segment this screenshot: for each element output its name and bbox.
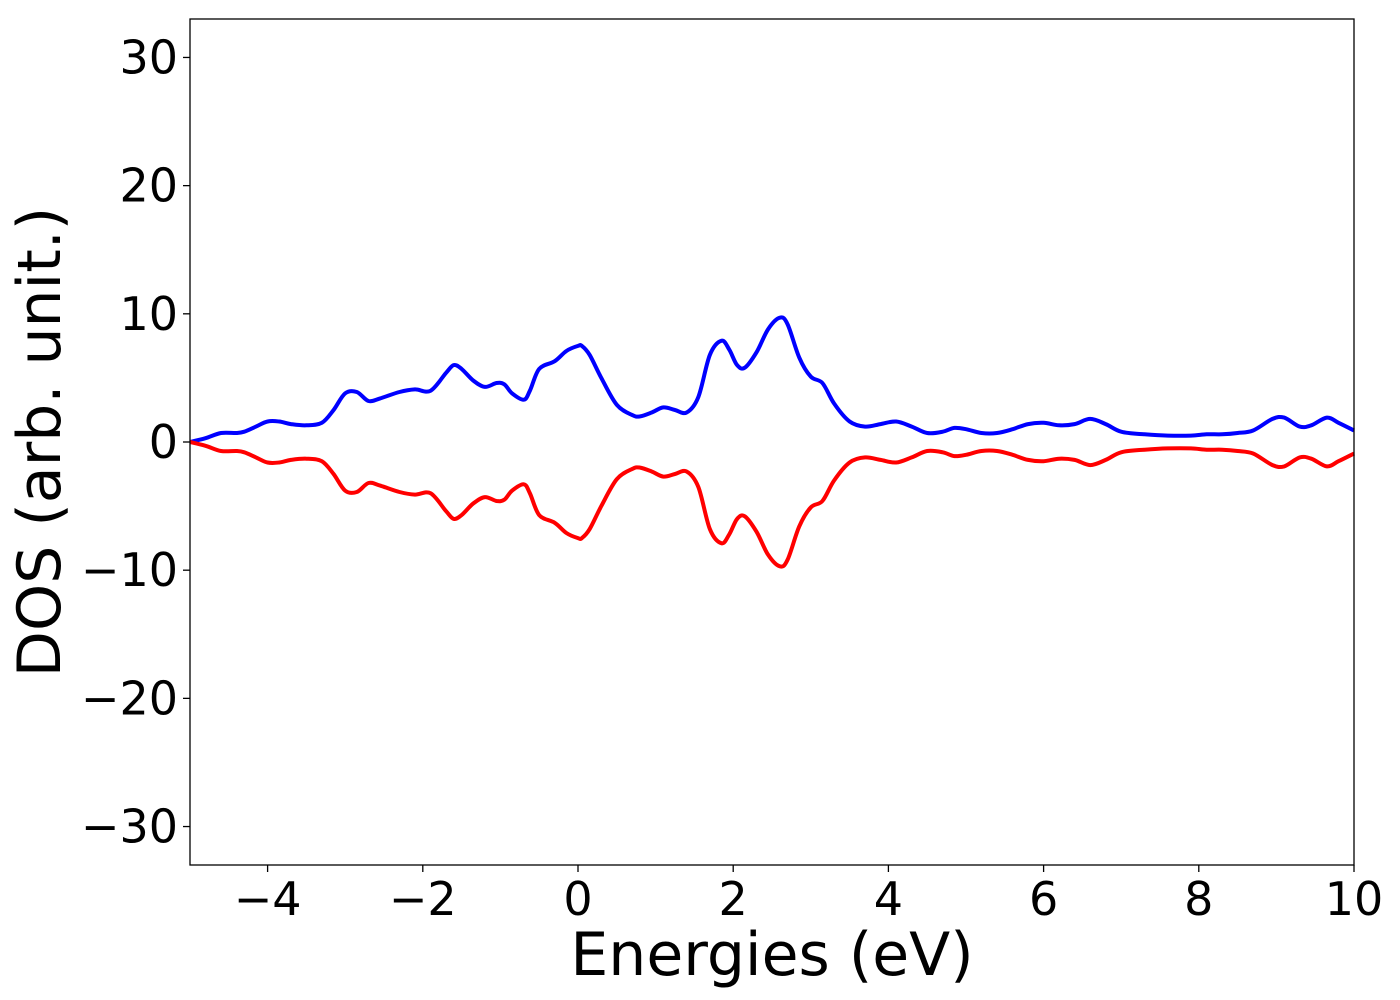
x-tick-label: −2 <box>389 872 457 926</box>
series-line-1 <box>189 315 1355 444</box>
y-tick-label: 30 <box>119 30 178 84</box>
x-axis-label: Energies (eV) <box>570 920 973 990</box>
y-tick-label: 20 <box>119 159 178 213</box>
y-tick-label: −10 <box>81 543 178 597</box>
x-tick-label: 8 <box>1184 872 1213 926</box>
series-layer <box>189 315 1355 569</box>
y-axis-label: DOS (arb. unit.) <box>5 207 75 677</box>
y-axis: 30 20 10 0 −10 −20 −30 <box>81 30 190 854</box>
x-tick-label: 2 <box>719 872 748 926</box>
x-tick-label: 10 <box>1325 872 1384 926</box>
series-line-2 <box>189 440 1355 569</box>
x-tick-label: 4 <box>874 872 903 926</box>
y-tick-label: −30 <box>81 800 178 854</box>
y-tick-label: 10 <box>119 287 178 341</box>
x-tick-label: −4 <box>234 872 302 926</box>
y-tick-label: 0 <box>149 415 178 469</box>
y-tick-label: −20 <box>81 671 178 725</box>
x-axis: −4 −2 0 2 4 6 8 10 <box>234 865 1384 926</box>
x-tick-label: 6 <box>1029 872 1058 926</box>
x-tick-label: 0 <box>563 872 592 926</box>
